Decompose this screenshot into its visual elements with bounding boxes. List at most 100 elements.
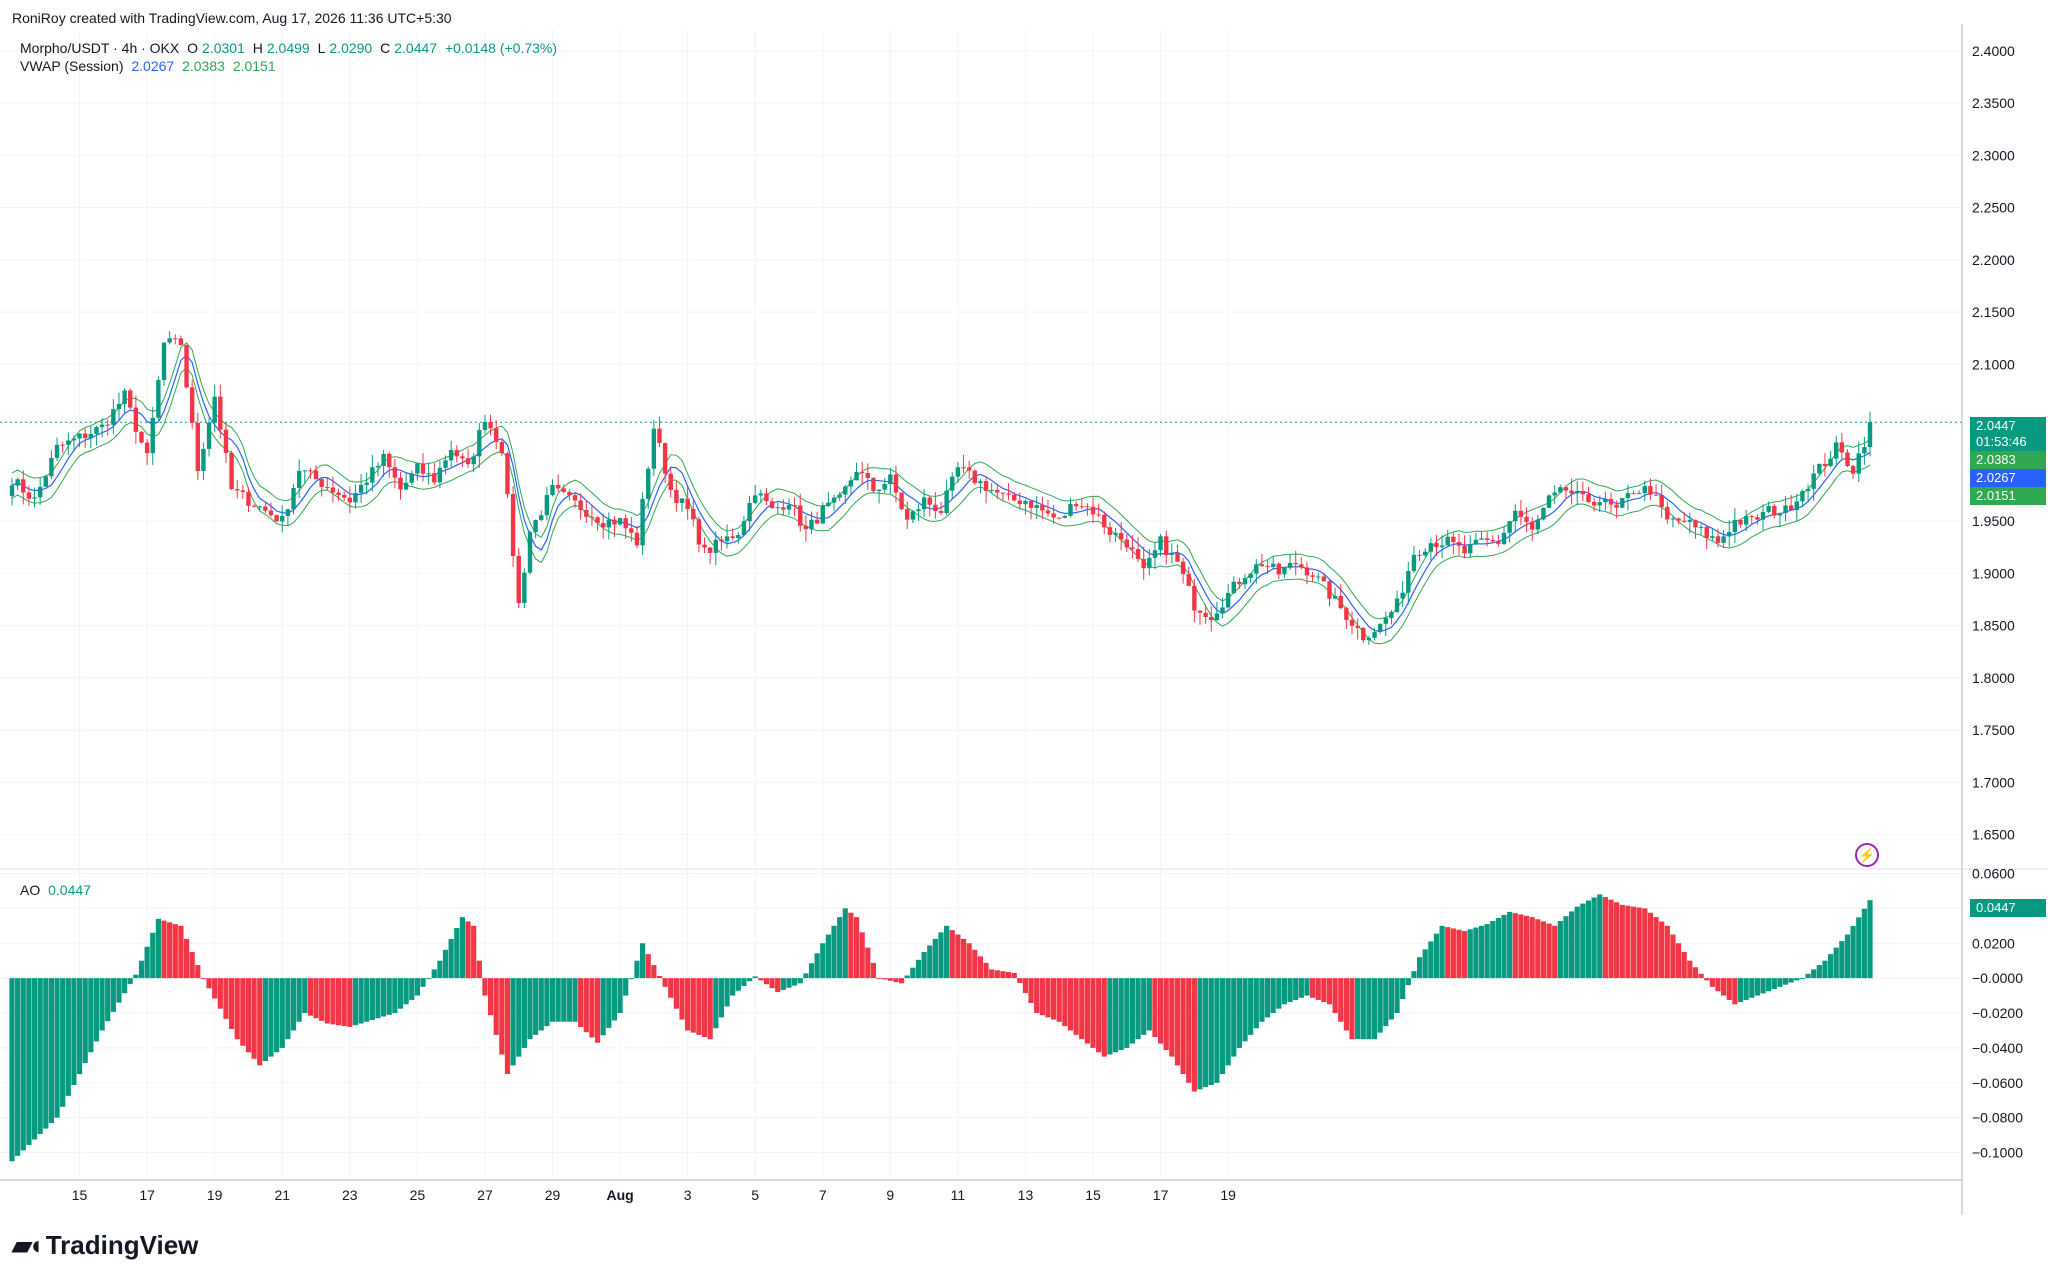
ao-bar	[668, 978, 674, 998]
candle-body	[1800, 491, 1805, 502]
candle-body	[1197, 610, 1203, 613]
ao-bar	[1371, 978, 1378, 1040]
ao-bar	[713, 978, 719, 1029]
x-tick-label: 21	[274, 1187, 290, 1203]
candle-body	[105, 424, 110, 426]
ao-bar	[1799, 978, 1806, 980]
ao-bar	[656, 975, 663, 979]
ao-bar	[1118, 978, 1124, 1051]
ao-bar	[938, 932, 944, 979]
ao-tick-label: −0.0400	[1972, 1040, 2023, 1056]
chart-header: RoniRoy created with TradingView.com, Au…	[12, 10, 452, 26]
tradingview-logo[interactable]: ▰◖ TradingView	[12, 1230, 198, 1261]
ao-bar	[99, 978, 105, 1031]
ao-bar	[1326, 978, 1333, 1005]
ao-bar	[1721, 978, 1727, 996]
candle-body	[1760, 511, 1766, 520]
candle-body	[1310, 575, 1315, 577]
ao-bar	[1101, 978, 1107, 1057]
ao-bar	[1236, 978, 1243, 1048]
candle-body	[899, 492, 904, 510]
ao-bar	[639, 943, 646, 979]
ao-bar	[1484, 924, 1490, 979]
vwap-line	[11, 354, 1871, 632]
ao-legend[interactable]: AO 0.0447	[20, 882, 95, 898]
ao-bar	[302, 978, 308, 1014]
ao-bar	[448, 938, 454, 979]
ao-bar	[814, 953, 820, 979]
ao-bar	[172, 924, 178, 979]
candle-body	[212, 396, 217, 423]
ao-bar	[1281, 978, 1288, 1005]
candle-body	[1203, 612, 1208, 617]
candle-body	[150, 417, 155, 454]
candle-body	[781, 507, 786, 510]
candle-body	[1096, 514, 1101, 516]
symbol-legend[interactable]: Morpho/USDT · 4h · OKX O 2.0301 H 2.0499 L…	[20, 40, 561, 56]
x-tick-label: 7	[819, 1187, 827, 1203]
ao-bar	[876, 978, 882, 980]
symbol-name: Morpho/USDT · 4h · OKX	[20, 40, 180, 56]
candle-body	[26, 492, 32, 499]
candle-body	[662, 443, 668, 474]
vwap-label: 2.0267	[1970, 469, 2046, 487]
ao-bar	[1636, 907, 1642, 979]
ao-bar	[1822, 960, 1828, 979]
ao-bar	[1304, 978, 1310, 996]
candle-body	[1850, 466, 1856, 474]
candle-body	[1529, 521, 1535, 530]
vwap-legend[interactable]: VWAP (Session) 2.0267 2.0383 2.0151	[20, 58, 280, 74]
ao-bar	[1726, 978, 1732, 1000]
y-tick-label: 2.4000	[1972, 43, 2015, 59]
candle-body	[1727, 532, 1732, 537]
candle-body	[364, 482, 369, 485]
candle-body	[1698, 526, 1704, 528]
candle-body	[341, 494, 347, 498]
candle-body	[544, 494, 550, 516]
ao-bar	[1355, 978, 1361, 1040]
candle-body	[161, 342, 167, 381]
candle-body	[358, 484, 364, 493]
candle-body	[1220, 607, 1225, 614]
candle-body	[685, 498, 690, 509]
ao-bar	[1670, 934, 1676, 979]
ao-bar	[1782, 978, 1789, 985]
ao-bar	[983, 962, 989, 979]
candle-body	[1828, 458, 1833, 467]
x-tick-label: 23	[342, 1187, 358, 1203]
ao-bar	[420, 978, 426, 987]
y-tick-label: 1.7500	[1972, 722, 2015, 738]
ao-bar	[1180, 978, 1186, 1075]
ao-bar	[1574, 906, 1580, 979]
candle-body	[375, 465, 381, 468]
ao-bar	[1642, 908, 1648, 979]
ao-bar	[1315, 978, 1321, 1000]
ao-bar	[245, 978, 252, 1053]
x-tick-label: 19	[1220, 1187, 1236, 1203]
ao-bar	[1647, 912, 1654, 979]
ao-bar	[1270, 978, 1276, 1014]
ao-bar	[1467, 929, 1473, 979]
ao-bar	[426, 978, 432, 980]
candle-body	[1355, 625, 1360, 628]
axes: 2.4000 2.3500 2.3000 2.2500 2.2000 2.1500 2.10…	[0, 24, 2023, 1215]
ao-bar	[1394, 978, 1400, 1014]
ao-bar	[1377, 978, 1383, 1033]
ao-bar	[1107, 978, 1113, 1055]
candle-body	[1473, 539, 1479, 545]
ao-bar	[1698, 973, 1704, 979]
ao-bar	[1411, 971, 1417, 979]
x-tick-label: 9	[886, 1187, 894, 1203]
lightning-icon[interactable]: ⚡	[1855, 843, 1879, 867]
candle-body	[1011, 494, 1017, 501]
candle-body	[268, 510, 274, 516]
ao-bar	[1630, 906, 1637, 979]
ao-bar	[1827, 954, 1834, 979]
ao-bar	[820, 943, 826, 979]
candle-body	[961, 467, 966, 469]
x-tick-label: Aug	[606, 1187, 633, 1203]
candle-body	[251, 505, 257, 507]
candle-body	[910, 511, 916, 520]
candle-body	[1152, 550, 1158, 558]
